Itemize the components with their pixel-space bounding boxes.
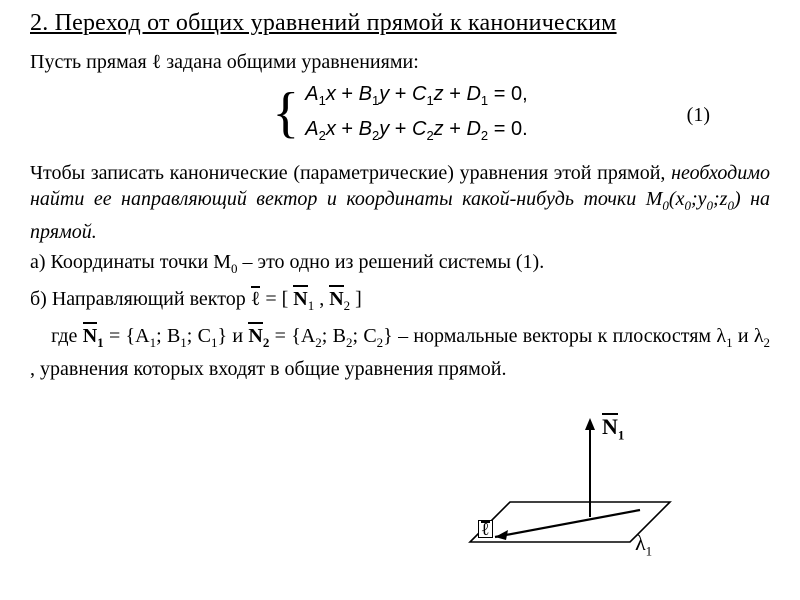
equation-label-1: (1)	[687, 104, 710, 127]
diagram-ell-label: ℓ	[478, 520, 493, 538]
where-eqset1a: = {	[104, 325, 135, 347]
where-eqset2a: = {	[269, 325, 300, 347]
intro-suffix: задана общими уравнениями:	[161, 51, 418, 73]
intro-line: Пусть прямая ℓ задана общими уравнениями…	[30, 51, 770, 74]
itemA-b: – это одно из решений системы (1).	[237, 251, 544, 273]
intro-prefix: Пусть прямая	[30, 51, 152, 73]
equation-system: { A1x + B1y + C1z + D1 = 0, A2x + B2y + …	[30, 80, 770, 150]
eq2-p1: +	[336, 118, 359, 140]
where-semi2: ;	[187, 325, 198, 347]
where-B2: B	[333, 325, 346, 347]
intro-ell: ℓ	[152, 51, 162, 73]
eq2-C: C	[412, 118, 426, 140]
eq1-p1: +	[336, 83, 359, 105]
eq2-tail: = 0.	[488, 118, 527, 140]
eq2-A: A	[305, 118, 318, 140]
plane-svg-icon	[440, 412, 700, 582]
diagram-N1-bar: N	[602, 414, 618, 440]
system-eq-1: A1x + B1y + C1z + D1 = 0,	[305, 80, 527, 115]
eq1-B: B	[359, 83, 372, 105]
eq1-C: C	[412, 83, 426, 105]
itemA-M: M	[213, 251, 231, 273]
normal-arrowhead-icon	[585, 418, 595, 430]
where-lead: где	[51, 325, 83, 347]
para1-e: ;z	[713, 188, 727, 210]
diagram-lambda-sub: 1	[646, 543, 653, 558]
itemB-N2-bar: N	[329, 286, 343, 312]
where-paragraph: где N1 = {A1; B1; C1} и N2 = {A2; B2; C2…	[30, 323, 770, 382]
where-tail3: , уравнения которых входят в общие уравн…	[30, 358, 506, 380]
where-N1: N	[83, 325, 97, 347]
where-close2: }	[383, 325, 393, 347]
para1-a: Чтобы записать канонические (параметриче…	[30, 162, 671, 184]
where-semi4: ;	[352, 325, 363, 347]
eq2-A-sub: 2	[319, 128, 326, 143]
left-brace-icon: {	[272, 85, 299, 141]
plane-diagram: N1 λ1 ℓ	[440, 412, 700, 582]
para1-d: ;y	[691, 188, 707, 210]
itemB-comma: ,	[314, 288, 329, 310]
where-C2: C	[363, 325, 376, 347]
where-A1: A	[135, 325, 149, 347]
where-and: и	[227, 325, 248, 347]
itemB-ell: ℓ	[251, 288, 261, 310]
where-N1-bar: N	[83, 323, 97, 349]
diagram-N1-label: N1	[602, 414, 624, 443]
eq2-p2: +	[389, 118, 412, 140]
paragraph-canonical: Чтобы записать канонические (параметриче…	[30, 160, 770, 245]
where-semi3: ;	[322, 325, 333, 347]
where-close1: }	[218, 325, 228, 347]
eq2-z: z	[434, 118, 444, 140]
item-b: б) Направляющий вектор ℓ = [ N1 , N2 ]	[30, 286, 770, 319]
where-N2-bar: N	[248, 323, 262, 349]
system-eq-2: A2x + B2y + C2z + D2 = 0.	[305, 115, 527, 150]
diagram-lambda: λ	[635, 530, 646, 555]
eq1-p2: +	[389, 83, 412, 105]
eq1-x: x	[326, 83, 336, 105]
eq2-D: D	[466, 118, 480, 140]
eq1-tail: = 0,	[488, 83, 527, 105]
itemB-a: б) Направляющий вектор	[30, 288, 251, 310]
where-tail1: – нормальные векторы к плоскостям λ	[393, 325, 726, 347]
eq1-A-sub: 1	[319, 93, 326, 108]
eq2-C-sub: 2	[426, 128, 433, 143]
where-A2: A	[301, 325, 315, 347]
itemA-a: а) Координаты точки	[30, 251, 213, 273]
eq2-x: x	[326, 118, 336, 140]
itemB-N1: N	[293, 288, 307, 310]
where-lam2: 2	[764, 335, 771, 350]
where-C1: C	[198, 325, 211, 347]
para1-c: (x	[669, 188, 685, 210]
section-title: 2. Переход от общих уравнений прямой к к…	[30, 10, 770, 37]
diagram-N1: N	[602, 414, 618, 439]
eq2-B: B	[359, 118, 372, 140]
diagram-ell-bar: ℓ	[481, 521, 490, 537]
item-a: а) Координаты точки M0 – это одно из реш…	[30, 249, 770, 282]
system-equations: A1x + B1y + C1z + D1 = 0, A2x + B2y + C2…	[305, 80, 527, 150]
eq1-z: z	[434, 83, 444, 105]
eq1-A: A	[305, 83, 318, 105]
diagram-ell: ℓ	[481, 519, 490, 539]
eq1-p3: +	[444, 83, 467, 105]
eq1-y: y	[379, 83, 389, 105]
eq1-D: D	[466, 83, 480, 105]
eq2-y: y	[379, 118, 389, 140]
itemB-close: ]	[350, 288, 362, 310]
eq1-C-sub: 1	[426, 93, 433, 108]
itemB-ell-bar: ℓ	[251, 286, 261, 312]
where-tail2: и λ	[733, 325, 764, 347]
eq2-p3: +	[444, 118, 467, 140]
diagram-lambda-label: λ1	[635, 530, 652, 559]
itemB-N1-bar: N	[293, 286, 307, 312]
where-B1: B	[167, 325, 180, 347]
where-N2: N	[248, 325, 262, 347]
diagram-N1-sub: 1	[618, 427, 625, 442]
itemB-eq: = [	[260, 288, 293, 310]
itemB-N2: N	[329, 288, 343, 310]
where-semi1: ;	[156, 325, 167, 347]
